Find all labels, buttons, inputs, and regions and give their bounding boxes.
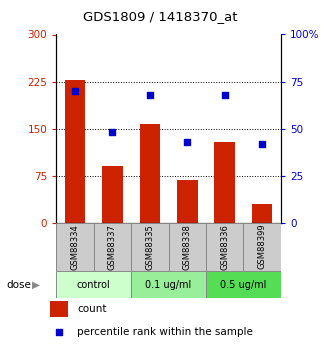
Bar [94, 223, 131, 271]
Point [147, 92, 152, 97]
Text: dose: dose [6, 280, 31, 289]
Text: GSM88334: GSM88334 [70, 224, 79, 269]
Text: control: control [77, 280, 110, 289]
Text: GSM88399: GSM88399 [258, 224, 267, 269]
Bar [50, 302, 68, 317]
Point [56, 329, 62, 335]
Point [185, 139, 190, 145]
Bar [56, 223, 94, 271]
Bar [169, 223, 206, 271]
Point [72, 88, 77, 93]
Bar [243, 223, 281, 271]
Bar [131, 271, 206, 298]
Text: percentile rank within the sample: percentile rank within the sample [77, 327, 253, 337]
Text: GSM88335: GSM88335 [145, 224, 154, 269]
Text: ▶: ▶ [32, 280, 40, 289]
Text: 0.5 ug/ml: 0.5 ug/ml [220, 280, 267, 289]
Point [110, 129, 115, 135]
Bar [65, 80, 85, 223]
Text: GDS1809 / 1418370_at: GDS1809 / 1418370_at [83, 10, 238, 23]
Bar [252, 204, 273, 223]
Text: GSM88337: GSM88337 [108, 224, 117, 269]
Bar [56, 271, 131, 298]
Bar [214, 142, 235, 223]
Bar [131, 223, 169, 271]
Point [260, 141, 265, 146]
Text: GSM88336: GSM88336 [220, 224, 229, 269]
Bar [140, 124, 160, 223]
Text: 0.1 ug/ml: 0.1 ug/ml [145, 280, 192, 289]
Bar [206, 271, 281, 298]
Text: GSM88338: GSM88338 [183, 224, 192, 269]
Bar [177, 180, 197, 223]
Text: count: count [77, 304, 107, 314]
Bar [102, 166, 123, 223]
Bar [206, 223, 243, 271]
Point [222, 92, 227, 97]
